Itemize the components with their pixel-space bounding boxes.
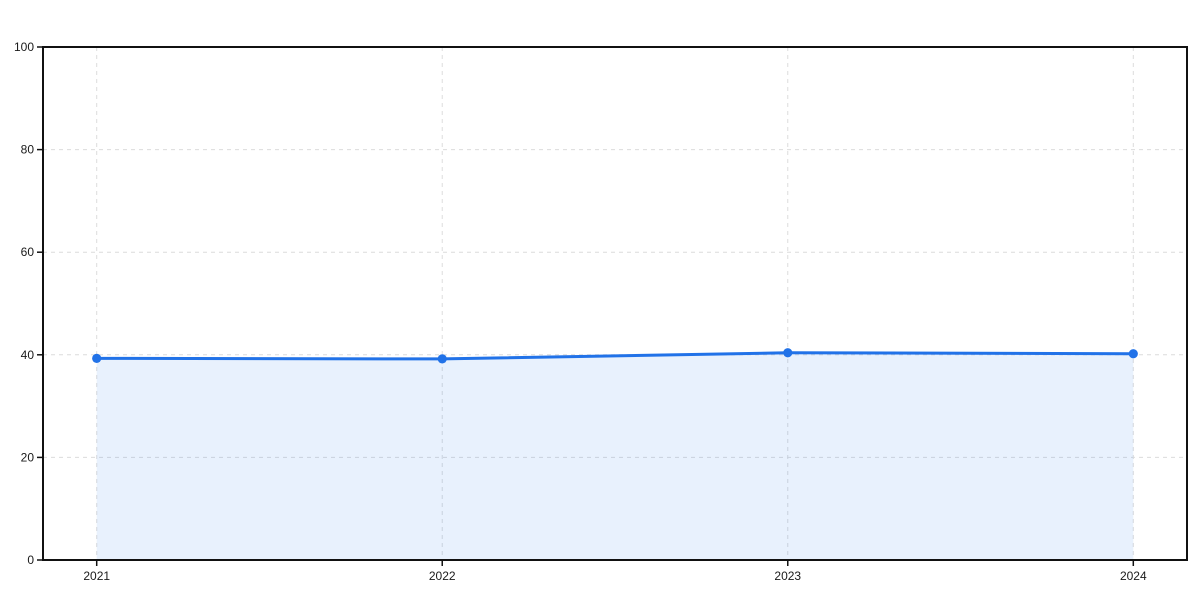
- data-point-2024: [1128, 349, 1138, 359]
- x-tick-label: 2024: [1120, 569, 1147, 583]
- data-point-2021: [92, 353, 102, 363]
- y-tick-label: 40: [21, 348, 35, 362]
- trend-line: [95, 351, 1135, 361]
- x-tick-label: 2023: [774, 569, 801, 583]
- y-tick-label: 80: [21, 143, 35, 157]
- y-tick-label: 0: [27, 553, 34, 567]
- area-fill: [96, 352, 1134, 560]
- y-tick-label: 100: [14, 40, 34, 54]
- data-point-2022: [437, 354, 447, 364]
- x-tick-label: 2022: [429, 569, 456, 583]
- y-tick-label: 20: [21, 450, 35, 464]
- axes-border: [42, 46, 1188, 561]
- y-tick-label: 60: [21, 245, 35, 259]
- x-tick-label: 2021: [83, 569, 110, 583]
- data-point-2023: [783, 348, 793, 358]
